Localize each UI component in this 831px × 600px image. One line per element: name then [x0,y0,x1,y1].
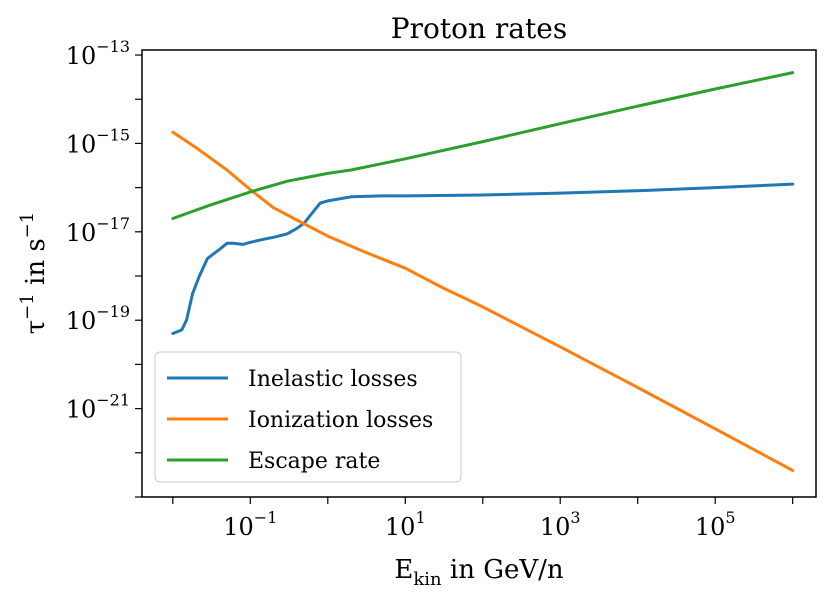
y-tick-label-2: 10−17 [66,214,130,247]
x-axis-label-subscript: kin [413,569,442,590]
x-tick-label-3: 105 [695,508,736,541]
series-line-2 [171,71,795,220]
series-line-1 [171,130,795,472]
x-tick-label-2: 103 [540,508,581,541]
x-tick-label-1: 101 [385,508,426,541]
legend-label-1: Ionization losses [248,408,433,433]
y-tick-label-1: 10−15 [66,125,130,158]
plot-frame [141,49,817,498]
legend-label-2: Escape rate [248,449,380,474]
y-axis-label: τ−1 in s−1 [17,212,51,334]
legend-label-0: Inelastic losses [248,367,418,392]
ticks-layer: 10−1 101 103 105 10−13 10−15 10−17 10−19 10−21 [66,37,794,541]
x-tick-label-0: 10−1 [223,508,277,541]
x-axis-label: Ekin in GeV/n [394,555,564,590]
chart-title: Proton rates [391,12,567,45]
y-tick-label-4: 10−21 [66,391,130,424]
series-layer [171,71,795,472]
legend: Inelastic losses Ionization losses Escape … [154,351,462,483]
legend-box [154,351,462,483]
y-tick-label-3: 10−19 [66,302,130,335]
y-tick-label-0: 10−13 [66,37,130,70]
series-line-0 [171,182,795,335]
